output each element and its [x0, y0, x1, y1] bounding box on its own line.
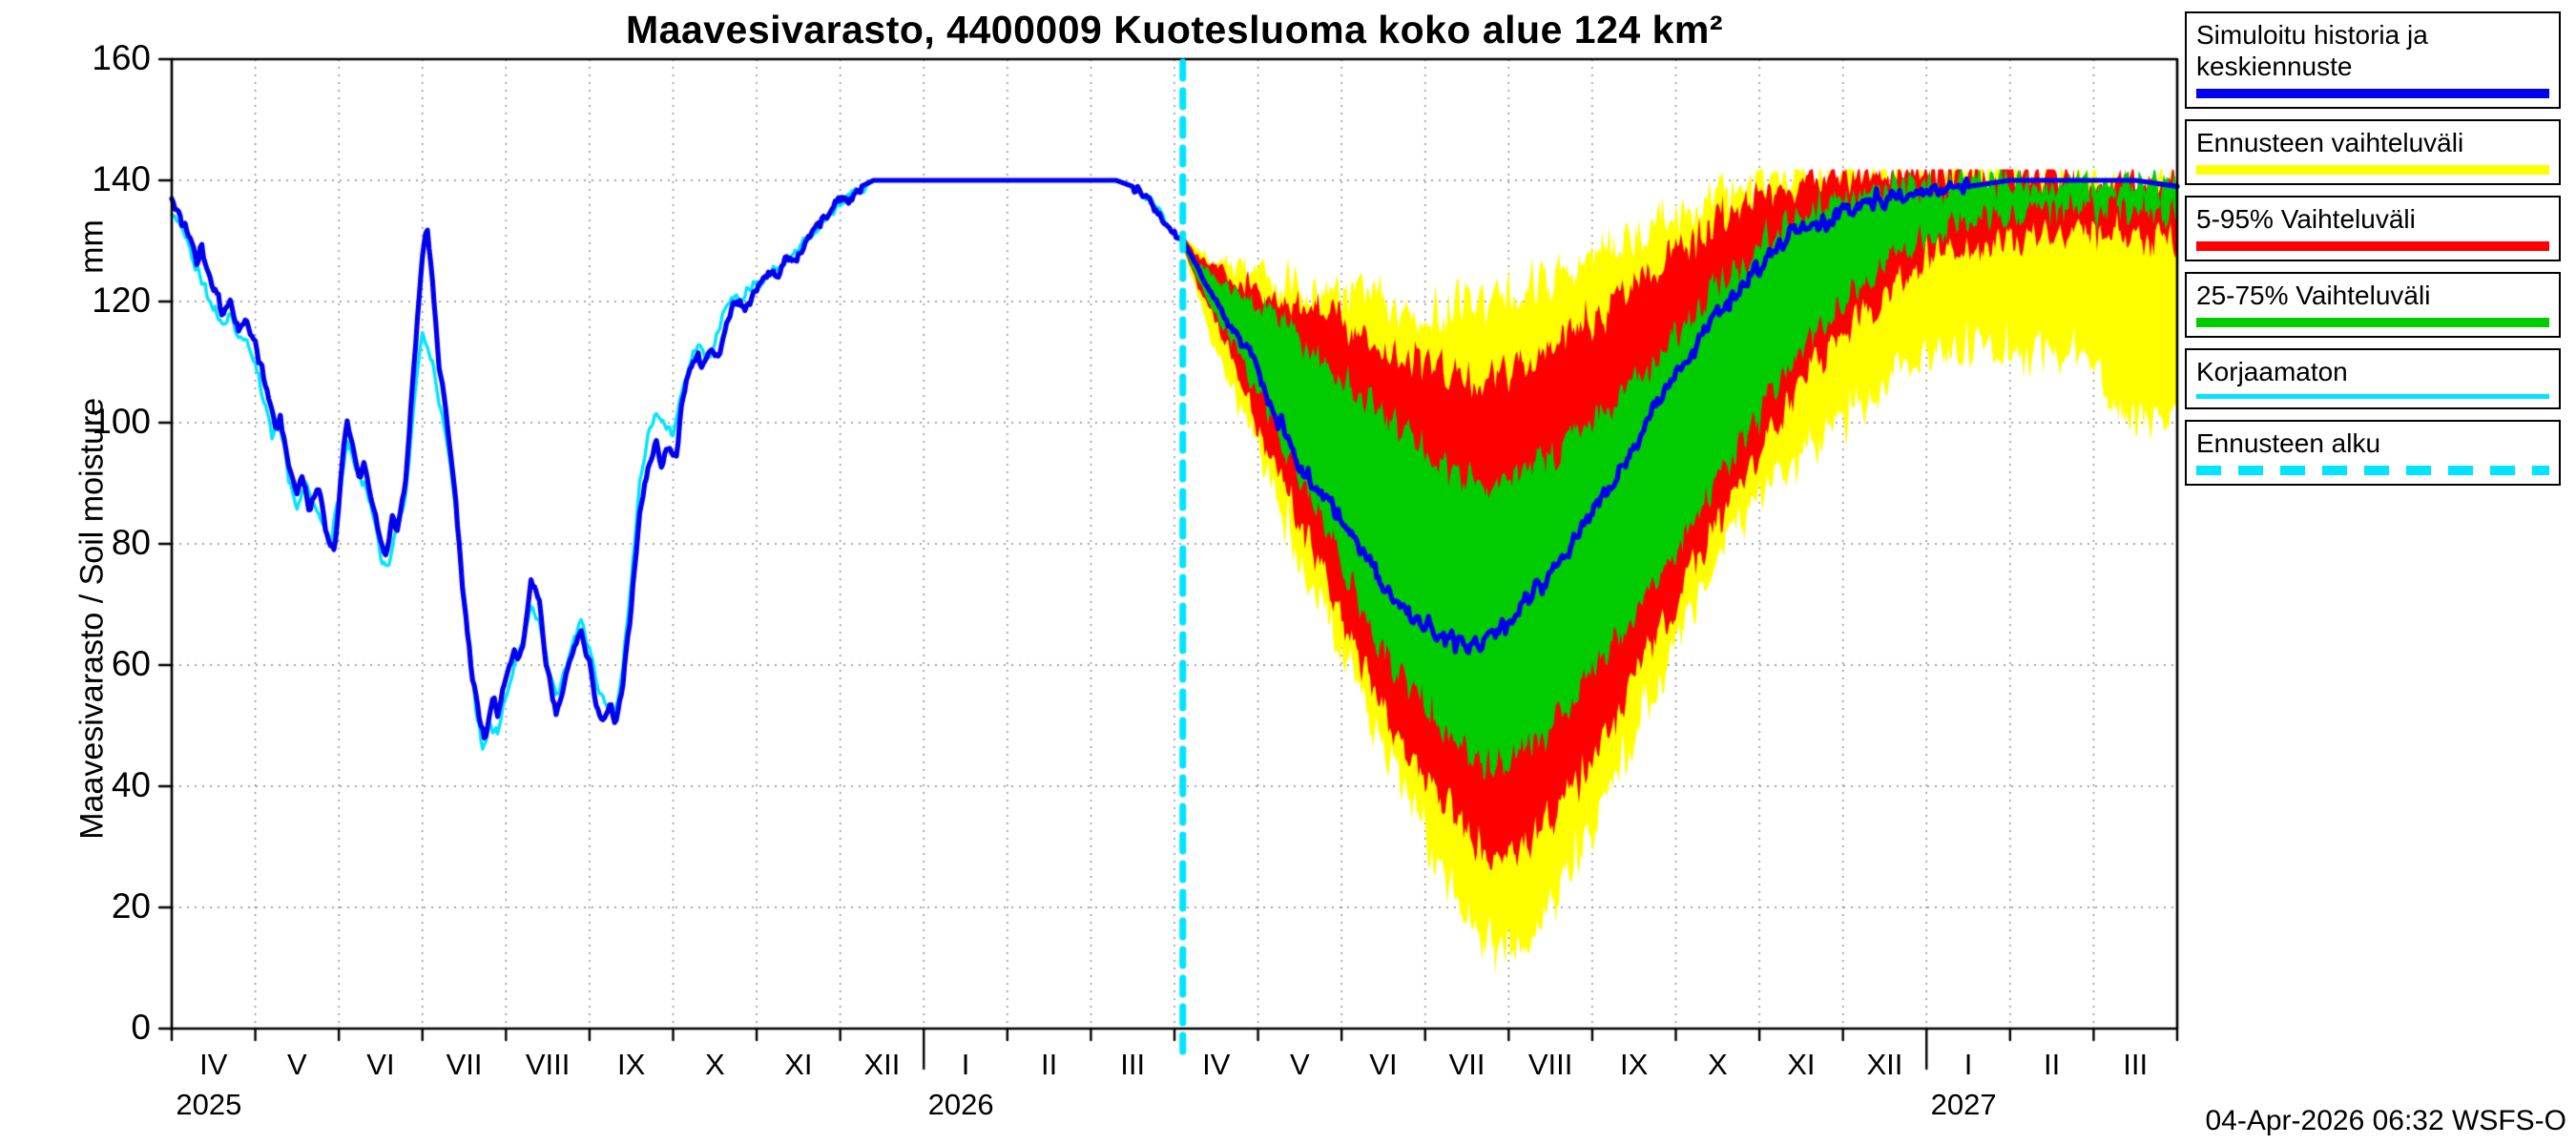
- legend-label-uncorrected: Korjaamaton: [2196, 357, 2348, 387]
- legend-label-forecast_start: Ennusteen alku: [2196, 428, 2381, 459]
- legend-label-range_5_95: 5-95% Vaihteluväli: [2196, 204, 2416, 235]
- legend-swatch-range_25_75-icon: [2196, 318, 2549, 328]
- legend-label-range_25_75: 25-75% Vaihteluväli: [2196, 281, 2431, 311]
- legend-item-median: Simuloitu historia ja keskiennuste: [2185, 11, 2561, 110]
- legend-label-range_minmax: Ennusteen vaihteluväli: [2196, 128, 2464, 158]
- legend-swatch-range_5_95-icon: [2196, 241, 2549, 252]
- legend-swatch-forecast_start-icon: [2196, 466, 2549, 476]
- legend-item-range_25_75: 25-75% Vaihteluväli: [2185, 272, 2561, 339]
- legend-swatch-range_minmax-icon: [2196, 165, 2549, 176]
- legend-label-median: Simuloitu historia ja keskiennuste: [2196, 20, 2428, 82]
- legend-swatch-median-icon: [2196, 89, 2549, 99]
- legend-item-range_minmax: Ennusteen vaihteluväli: [2185, 119, 2561, 186]
- legend-item-forecast_start: Ennusteen alku: [2185, 420, 2561, 487]
- legend-item-uncorrected: Korjaamaton: [2185, 348, 2561, 410]
- legend: Simuloitu historia ja keskiennuste Ennust…: [2185, 11, 2561, 487]
- legend-swatch-uncorrected-icon: [2196, 394, 2549, 400]
- legend-item-range_5_95: 5-95% Vaihteluväli: [2185, 196, 2561, 262]
